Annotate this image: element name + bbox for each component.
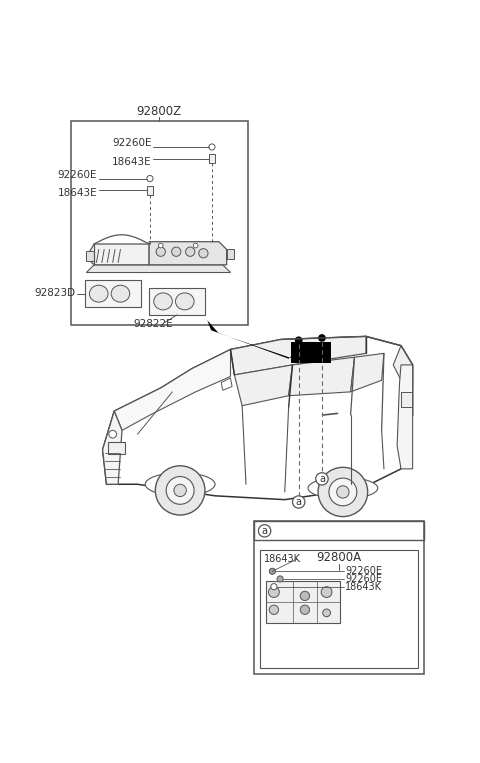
Circle shape [292,496,305,508]
Bar [108,442,125,454]
Polygon shape [149,242,227,265]
Bar [254,521,424,674]
Bar [254,521,424,540]
Circle shape [336,486,349,498]
Text: 92800Z: 92800Z [137,105,182,118]
Ellipse shape [111,285,130,302]
Polygon shape [103,336,413,500]
Bar [401,392,412,407]
Circle shape [300,605,310,614]
Text: 18643K: 18643K [345,581,382,591]
Circle shape [318,467,368,517]
Circle shape [316,473,328,485]
Text: a: a [262,526,268,536]
Bar [149,288,205,315]
Text: 92823D: 92823D [35,288,75,298]
Circle shape [268,587,279,597]
Bar [147,185,153,195]
Circle shape [329,478,357,506]
Circle shape [323,609,330,617]
Text: 92260E: 92260E [112,138,152,148]
Text: 18643E: 18643E [112,156,152,166]
Text: 92260E: 92260E [345,566,382,576]
Text: 18643E: 18643E [58,188,97,198]
Bar [71,121,248,325]
Bar [266,581,340,623]
Circle shape [321,587,332,597]
Polygon shape [230,336,366,375]
Circle shape [193,243,198,248]
Polygon shape [393,346,413,388]
Circle shape [300,591,310,600]
Circle shape [172,247,181,256]
Bar [260,549,418,668]
Circle shape [269,568,276,575]
Circle shape [158,243,163,248]
Polygon shape [397,365,413,468]
Circle shape [209,144,215,150]
Ellipse shape [145,473,215,496]
Text: 92260E: 92260E [345,574,382,584]
Bar [291,342,331,363]
Polygon shape [234,365,292,406]
Polygon shape [86,265,230,272]
Text: 92822E: 92822E [133,319,173,329]
Ellipse shape [154,293,172,310]
Ellipse shape [308,478,378,499]
Circle shape [199,249,208,258]
Circle shape [156,247,166,256]
Text: 18643K: 18643K [264,554,301,564]
Text: 92260E: 92260E [58,169,97,180]
Bar [85,280,141,307]
Circle shape [269,605,278,614]
Circle shape [295,336,302,344]
Bar [209,154,215,163]
Circle shape [109,430,117,438]
Text: 92800A: 92800A [316,551,361,564]
Circle shape [271,584,277,590]
Circle shape [147,175,153,182]
Circle shape [318,334,326,342]
Circle shape [166,477,194,504]
Polygon shape [288,357,355,396]
Circle shape [277,576,283,582]
Circle shape [186,247,195,256]
Text: a: a [296,497,302,507]
Polygon shape [103,411,122,485]
Polygon shape [86,251,94,261]
Circle shape [174,485,186,497]
Text: a: a [319,474,325,484]
Polygon shape [114,349,230,430]
Polygon shape [227,250,234,259]
Circle shape [156,465,205,515]
Polygon shape [207,320,293,359]
Polygon shape [350,353,384,392]
Ellipse shape [89,285,108,302]
Polygon shape [221,378,232,391]
Circle shape [258,525,271,537]
Ellipse shape [176,293,194,310]
Polygon shape [86,244,149,265]
